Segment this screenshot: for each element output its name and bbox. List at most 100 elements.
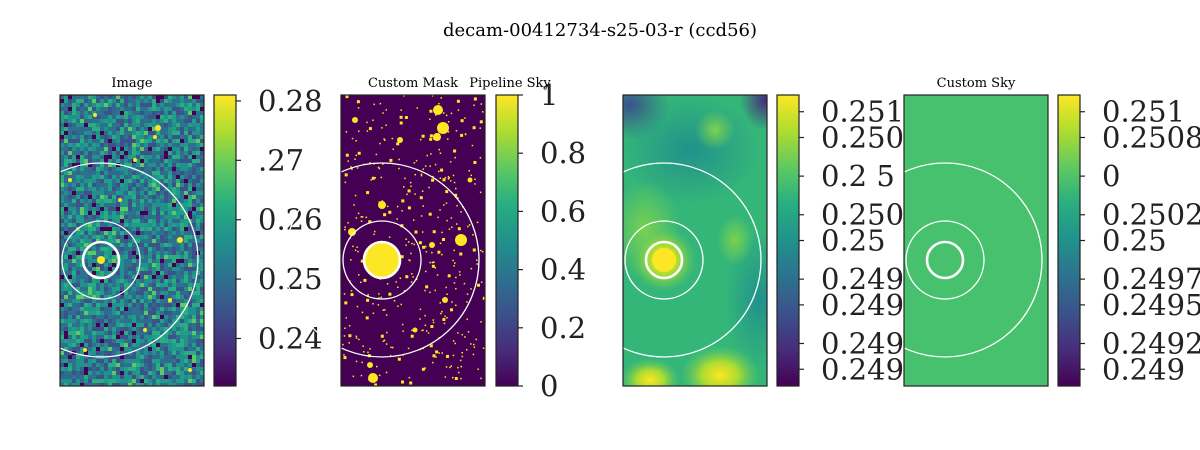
mask-speck bbox=[454, 377, 458, 380]
noise-pixel bbox=[172, 123, 176, 127]
noise-pixel bbox=[84, 155, 88, 159]
noise-pixel bbox=[164, 263, 168, 267]
noise-pixel bbox=[144, 115, 148, 119]
colorbar-tick-label: 0.2495 bbox=[1102, 288, 1200, 322]
noise-pixel bbox=[68, 279, 72, 283]
noise-pixel bbox=[100, 271, 104, 275]
noise-pixel bbox=[124, 351, 128, 355]
noise-pixel bbox=[100, 139, 104, 143]
noise-pixel bbox=[132, 219, 136, 223]
noise-pixel bbox=[76, 95, 80, 99]
noise-pixel bbox=[80, 251, 84, 255]
noise-pixel bbox=[116, 155, 120, 159]
mask-speck bbox=[429, 261, 431, 264]
mask-speck bbox=[344, 327, 346, 329]
noise-pixel bbox=[116, 167, 120, 171]
mask-speck bbox=[453, 249, 455, 252]
noise-pixel bbox=[188, 207, 192, 211]
noise-pixel bbox=[184, 223, 188, 227]
noise-pixel bbox=[148, 279, 152, 283]
mask-speck bbox=[411, 329, 413, 332]
noise-pixel bbox=[84, 243, 88, 247]
noise-pixel bbox=[100, 383, 104, 386]
noise-pixel bbox=[160, 131, 164, 135]
mask-speck bbox=[400, 303, 402, 306]
noise-pixel bbox=[192, 295, 196, 299]
noise-pixel bbox=[60, 99, 64, 103]
noise-pixel bbox=[164, 191, 168, 195]
noise-pixel bbox=[84, 211, 88, 215]
noise-pixel bbox=[120, 299, 124, 303]
noise-pixel bbox=[136, 255, 140, 259]
mask-speck bbox=[438, 170, 440, 173]
noise-pixel bbox=[144, 355, 148, 359]
mask-speck bbox=[439, 177, 442, 179]
noise-pixel bbox=[180, 215, 184, 219]
noise-pixel bbox=[92, 339, 96, 343]
mask-speck bbox=[473, 343, 475, 346]
noise-pixel bbox=[200, 283, 204, 287]
noise-pixel bbox=[100, 287, 104, 291]
noise-pixel bbox=[96, 311, 100, 315]
noise-pixel bbox=[156, 311, 160, 315]
noise-pixel bbox=[180, 95, 184, 99]
noise-pixel bbox=[196, 155, 200, 159]
noise-pixel bbox=[80, 135, 84, 139]
noise-pixel bbox=[168, 287, 172, 291]
noise-pixel bbox=[76, 367, 80, 371]
noise-pixel bbox=[60, 343, 64, 347]
mask-speck bbox=[452, 354, 455, 357]
noise-pixel bbox=[120, 371, 124, 375]
mask-speck bbox=[400, 109, 402, 111]
noise-pixel bbox=[132, 331, 136, 335]
noise-pixel bbox=[104, 335, 108, 339]
noise-pixel bbox=[80, 375, 84, 379]
noise-pixel bbox=[144, 179, 148, 183]
noise-pixel bbox=[200, 243, 204, 247]
mask-speck bbox=[383, 138, 385, 140]
noise-pixel bbox=[68, 183, 72, 187]
noise-pixel bbox=[168, 379, 172, 383]
noise-pixel bbox=[68, 167, 72, 171]
noise-pixel bbox=[68, 247, 72, 251]
mask-speck bbox=[351, 137, 354, 140]
noise-pixel bbox=[160, 167, 164, 171]
noise-pixel bbox=[200, 147, 204, 151]
noise-pixel bbox=[120, 159, 124, 163]
mask-speck bbox=[445, 286, 447, 289]
noise-pixel bbox=[156, 219, 160, 223]
noise-pixel bbox=[152, 107, 156, 111]
noise-pixel bbox=[88, 367, 92, 371]
mask-speck bbox=[398, 158, 400, 161]
noise-pixel bbox=[148, 343, 152, 347]
noise-pixel bbox=[176, 99, 180, 103]
noise-pixel bbox=[144, 239, 148, 243]
noise-pixel bbox=[152, 175, 156, 179]
noise-pixel bbox=[168, 139, 172, 143]
noise-pixel bbox=[116, 191, 120, 195]
noise-pixel bbox=[152, 183, 156, 187]
noise-pixel bbox=[112, 283, 116, 287]
noise-pixel bbox=[192, 115, 196, 119]
noise-pixel bbox=[184, 183, 188, 187]
noise-pixel bbox=[188, 135, 192, 139]
noise-pixel bbox=[108, 343, 112, 347]
noise-pixel bbox=[120, 223, 124, 227]
noise-pixel bbox=[176, 371, 180, 375]
noise-pixel bbox=[200, 191, 204, 195]
noise-pixel bbox=[68, 275, 72, 279]
noise-pixel bbox=[88, 115, 92, 119]
mask-speck bbox=[432, 354, 436, 358]
mask-speck bbox=[345, 153, 349, 157]
noise-pixel bbox=[124, 231, 128, 235]
noise-pixel bbox=[88, 235, 92, 239]
image-source bbox=[118, 198, 122, 202]
noise-pixel bbox=[76, 291, 80, 295]
noise-pixel bbox=[196, 123, 200, 127]
noise-pixel bbox=[172, 175, 176, 179]
mask-speck bbox=[412, 276, 414, 278]
noise-pixel bbox=[144, 199, 148, 203]
noise-pixel bbox=[72, 347, 76, 351]
noise-pixel bbox=[60, 111, 64, 115]
noise-pixel bbox=[192, 291, 196, 295]
